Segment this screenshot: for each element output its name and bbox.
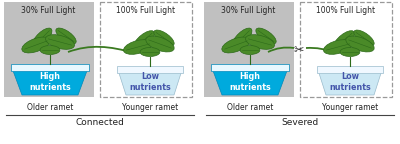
Polygon shape [124, 40, 152, 54]
Polygon shape [22, 37, 50, 53]
Polygon shape [318, 70, 382, 95]
Polygon shape [240, 46, 260, 54]
Polygon shape [212, 68, 288, 95]
Text: 30% Full Light: 30% Full Light [221, 6, 275, 15]
Polygon shape [354, 30, 374, 46]
Text: High
nutrients: High nutrients [229, 72, 271, 92]
Bar [11, 64, 89, 71]
Bar [117, 66, 183, 73]
Text: Older ramet: Older ramet [27, 103, 73, 112]
Bar [204, 2, 294, 97]
Polygon shape [232, 28, 252, 48]
Bar [100, 2, 192, 97]
Bar [211, 64, 289, 71]
Text: Low
nutrients: Low nutrients [329, 72, 371, 92]
Polygon shape [334, 31, 354, 49]
Text: 100% Full Light: 100% Full Light [116, 6, 176, 15]
Polygon shape [346, 36, 374, 52]
Text: High
nutrients: High nutrients [29, 72, 71, 92]
Text: Severed: Severed [281, 118, 319, 127]
Bar [4, 2, 94, 97]
Text: ✂: ✂ [294, 43, 304, 56]
Polygon shape [134, 31, 154, 49]
Text: Connected: Connected [76, 118, 124, 127]
Text: 100% Full Light: 100% Full Light [316, 6, 376, 15]
Bar [317, 66, 383, 73]
Polygon shape [324, 40, 352, 54]
Polygon shape [222, 37, 250, 53]
Text: 30% Full Light: 30% Full Light [21, 6, 75, 15]
Text: Younger ramet: Younger ramet [322, 103, 378, 112]
Polygon shape [340, 48, 360, 56]
Polygon shape [146, 36, 174, 52]
Text: Younger ramet: Younger ramet [122, 103, 178, 112]
Polygon shape [246, 35, 274, 49]
Polygon shape [32, 28, 52, 48]
Polygon shape [12, 68, 88, 95]
Polygon shape [46, 35, 74, 49]
Polygon shape [140, 48, 160, 56]
Text: Low
nutrients: Low nutrients [129, 72, 171, 92]
Polygon shape [154, 30, 174, 46]
Polygon shape [256, 28, 276, 44]
Text: Older ramet: Older ramet [227, 103, 273, 112]
Polygon shape [56, 28, 76, 44]
Polygon shape [40, 46, 60, 54]
Polygon shape [118, 70, 182, 95]
Bar [300, 2, 392, 97]
